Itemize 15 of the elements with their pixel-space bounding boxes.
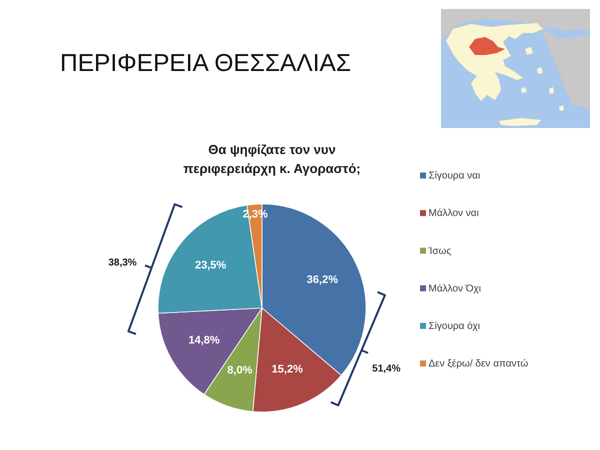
data-label: 23,5% [194,260,226,272]
data-label: 8,0% [227,364,253,377]
chart-title: ΠΕΡΙΦΕΡΕΙΑ ΘΕΣΣΑΛΙΑΣ [60,50,352,77]
text: 38,3% [108,257,137,268]
data-label: 14,8% [188,334,220,347]
legend-label: Ίσως [428,246,452,257]
legend-label: Μάλλον Όχι [428,283,482,294]
data-label: 36,2% [306,274,338,286]
data-label: 15,2% [272,363,304,376]
legend-label: Σίγουρα όχι [428,321,480,332]
text: 51,4% [372,363,401,374]
legend-label: Μάλλον ναι [428,208,479,220]
legend-label: Δεν ξέρω/ δεν απαντώ [428,358,528,370]
legend-label: Σίγουρα ναι [428,170,480,182]
chart-subtitle: Θα ψηφίζατε τον νυν περιφερειάρχη κ. Αγοραστό; [183,142,361,176]
